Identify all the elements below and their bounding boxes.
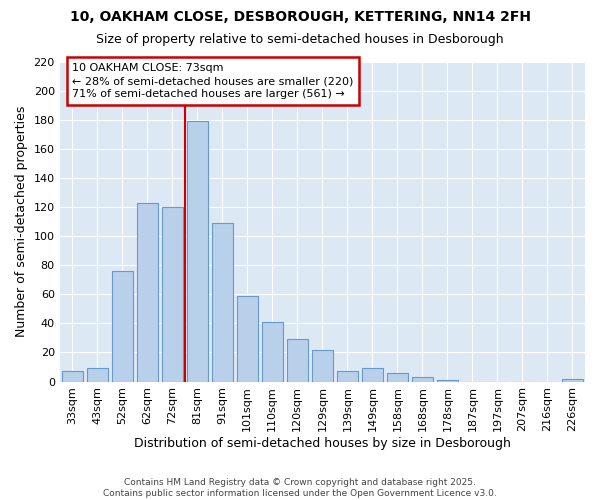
Y-axis label: Number of semi-detached properties: Number of semi-detached properties	[15, 106, 28, 337]
Bar	[236, 296, 258, 382]
Text: Contains HM Land Registry data © Crown copyright and database right 2025.
Contai: Contains HM Land Registry data © Crown c…	[103, 478, 497, 498]
Bar	[287, 340, 308, 382]
Bar	[437, 380, 458, 382]
Text: 10, OAKHAM CLOSE, DESBOROUGH, KETTERING, NN14 2FH: 10, OAKHAM CLOSE, DESBOROUGH, KETTERING,…	[70, 10, 530, 24]
Bar	[86, 368, 108, 382]
Bar	[212, 223, 233, 382]
Bar	[161, 207, 183, 382]
Bar	[262, 322, 283, 382]
Bar	[62, 372, 83, 382]
X-axis label: Distribution of semi-detached houses by size in Desborough: Distribution of semi-detached houses by …	[134, 437, 511, 450]
Bar	[337, 372, 358, 382]
Bar	[387, 373, 408, 382]
Bar	[112, 271, 133, 382]
Bar	[412, 377, 433, 382]
Text: Size of property relative to semi-detached houses in Desborough: Size of property relative to semi-detach…	[96, 32, 504, 46]
Bar	[187, 121, 208, 382]
Bar	[312, 350, 333, 382]
Bar	[362, 368, 383, 382]
Bar	[562, 378, 583, 382]
Bar	[137, 202, 158, 382]
Text: 10 OAKHAM CLOSE: 73sqm
← 28% of semi-detached houses are smaller (220)
71% of se: 10 OAKHAM CLOSE: 73sqm ← 28% of semi-det…	[72, 63, 353, 100]
